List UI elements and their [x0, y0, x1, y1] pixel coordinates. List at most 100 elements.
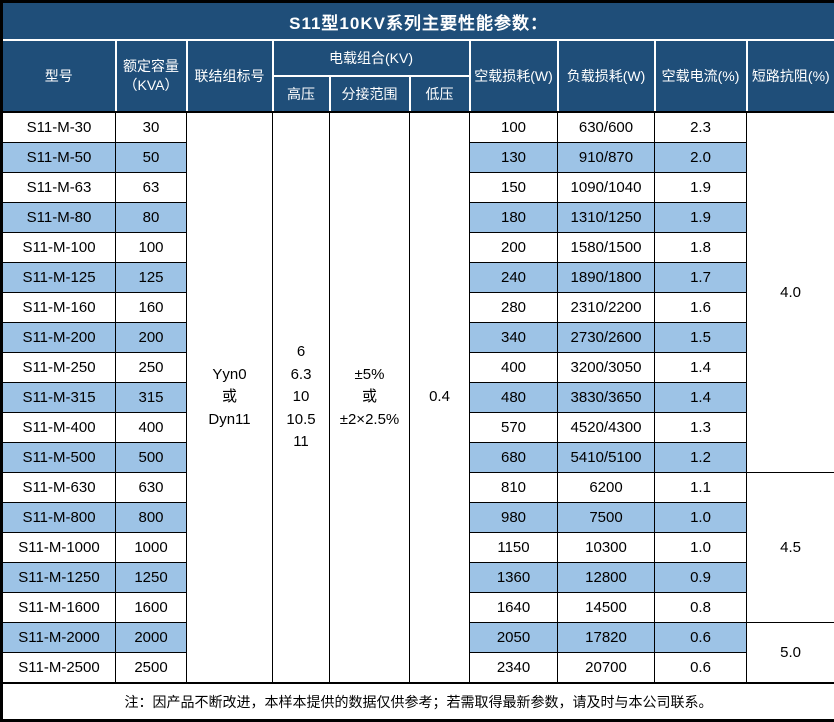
capacity-cell: 2000	[116, 623, 187, 653]
load-loss-cell: 10300	[558, 533, 655, 563]
no-load-current-cell: 0.9	[655, 563, 747, 593]
vector-group-cell: Yyn0 或 Dyn11	[187, 112, 273, 683]
no-load-loss-cell: 240	[470, 263, 558, 293]
col-header-tap-range: 分接范围	[330, 76, 410, 112]
col-header-no-load-current: 空载电流(%)	[655, 40, 747, 112]
model-cell: S11-M-1600	[2, 593, 116, 623]
no-load-current-cell: 0.6	[655, 623, 747, 653]
no-load-current-cell: 0.6	[655, 653, 747, 684]
no-load-loss-cell: 180	[470, 203, 558, 233]
col-header-vector-group: 联结组标号	[187, 40, 273, 112]
no-load-loss-cell: 130	[470, 143, 558, 173]
col-header-hv: 高压	[273, 76, 330, 112]
col-header-model: 型号	[2, 40, 116, 112]
footer-note: 注：因产品不断改进，本样本提供的数据仅供参考；若需取得最新参数，请及时与本公司联…	[2, 683, 834, 721]
load-loss-cell: 5410/5100	[558, 443, 655, 473]
load-loss-cell: 17820	[558, 623, 655, 653]
load-loss-cell: 12800	[558, 563, 655, 593]
model-cell: S11-M-250	[2, 353, 116, 383]
model-cell: S11-M-2000	[2, 623, 116, 653]
no-load-loss-cell: 570	[470, 413, 558, 443]
load-loss-cell: 630/600	[558, 112, 655, 143]
load-loss-cell: 2310/2200	[558, 293, 655, 323]
impedance-cell: 4.5	[747, 473, 834, 623]
no-load-current-cell: 1.9	[655, 203, 747, 233]
no-load-loss-cell: 980	[470, 503, 558, 533]
model-cell: S11-M-400	[2, 413, 116, 443]
capacity-cell: 2500	[116, 653, 187, 684]
capacity-cell: 1250	[116, 563, 187, 593]
model-cell: S11-M-63	[2, 173, 116, 203]
capacity-cell: 800	[116, 503, 187, 533]
no-load-loss-cell: 1360	[470, 563, 558, 593]
no-load-loss-cell: 340	[470, 323, 558, 353]
no-load-current-cell: 1.3	[655, 413, 747, 443]
no-load-loss-cell: 810	[470, 473, 558, 503]
footer-row: 注：因产品不断改进，本样本提供的数据仅供参考；若需取得最新参数，请及时与本公司联…	[2, 683, 834, 721]
no-load-current-cell: 1.1	[655, 473, 747, 503]
capacity-cell: 630	[116, 473, 187, 503]
col-header-lv: 低压	[410, 76, 470, 112]
load-loss-cell: 910/870	[558, 143, 655, 173]
no-load-current-cell: 1.0	[655, 533, 747, 563]
load-loss-cell: 1890/1800	[558, 263, 655, 293]
no-load-current-cell: 1.4	[655, 353, 747, 383]
col-header-rated-capacity: 额定容量 （KVA）	[116, 40, 187, 112]
no-load-current-cell: 1.4	[655, 383, 747, 413]
model-cell: S11-M-1250	[2, 563, 116, 593]
capacity-cell: 315	[116, 383, 187, 413]
model-cell: S11-M-100	[2, 233, 116, 263]
load-loss-cell: 1310/1250	[558, 203, 655, 233]
no-load-loss-cell: 150	[470, 173, 558, 203]
capacity-cell: 250	[116, 353, 187, 383]
no-load-current-cell: 1.8	[655, 233, 747, 263]
tap-range-cell: ±5% 或 ±2×2.5%	[330, 112, 410, 683]
capacity-cell: 125	[116, 263, 187, 293]
col-header-impedance: 短路抗阻(%)	[747, 40, 834, 112]
no-load-loss-cell: 100	[470, 112, 558, 143]
capacity-cell: 30	[116, 112, 187, 143]
no-load-current-cell: 2.0	[655, 143, 747, 173]
capacity-cell: 200	[116, 323, 187, 353]
no-load-current-cell: 2.3	[655, 112, 747, 143]
no-load-current-cell: 1.5	[655, 323, 747, 353]
model-cell: S11-M-200	[2, 323, 116, 353]
col-header-no-load-loss: 空载损耗(W)	[470, 40, 558, 112]
load-loss-cell: 1580/1500	[558, 233, 655, 263]
no-load-loss-cell: 680	[470, 443, 558, 473]
model-cell: S11-M-80	[2, 203, 116, 233]
capacity-cell: 100	[116, 233, 187, 263]
no-load-current-cell: 1.9	[655, 173, 747, 203]
col-header-load-loss: 负载损耗(W)	[558, 40, 655, 112]
capacity-cell: 50	[116, 143, 187, 173]
load-loss-cell: 14500	[558, 593, 655, 623]
load-loss-cell: 1090/1040	[558, 173, 655, 203]
impedance-cell: 5.0	[747, 623, 834, 684]
header-row-1: 型号 额定容量 （KVA） 联结组标号 电载组合(KV) 空载损耗(W) 负载损…	[2, 40, 834, 76]
model-cell: S11-M-2500	[2, 653, 116, 684]
model-cell: S11-M-125	[2, 263, 116, 293]
capacity-cell: 1600	[116, 593, 187, 623]
no-load-current-cell: 0.8	[655, 593, 747, 623]
capacity-cell: 500	[116, 443, 187, 473]
col-header-voltage-combo: 电载组合(KV)	[273, 40, 470, 76]
no-load-current-cell: 1.7	[655, 263, 747, 293]
model-cell: S11-M-500	[2, 443, 116, 473]
model-cell: S11-M-50	[2, 143, 116, 173]
no-load-current-cell: 1.0	[655, 503, 747, 533]
load-loss-cell: 7500	[558, 503, 655, 533]
capacity-cell: 160	[116, 293, 187, 323]
no-load-loss-cell: 1640	[470, 593, 558, 623]
no-load-loss-cell: 480	[470, 383, 558, 413]
no-load-loss-cell: 1150	[470, 533, 558, 563]
no-load-loss-cell: 2340	[470, 653, 558, 684]
no-load-loss-cell: 2050	[470, 623, 558, 653]
capacity-cell: 400	[116, 413, 187, 443]
capacity-cell: 1000	[116, 533, 187, 563]
hv-cell: 6 6.3 10 10.5 11	[273, 112, 330, 683]
lv-cell: 0.4	[410, 112, 470, 683]
load-loss-cell: 6200	[558, 473, 655, 503]
